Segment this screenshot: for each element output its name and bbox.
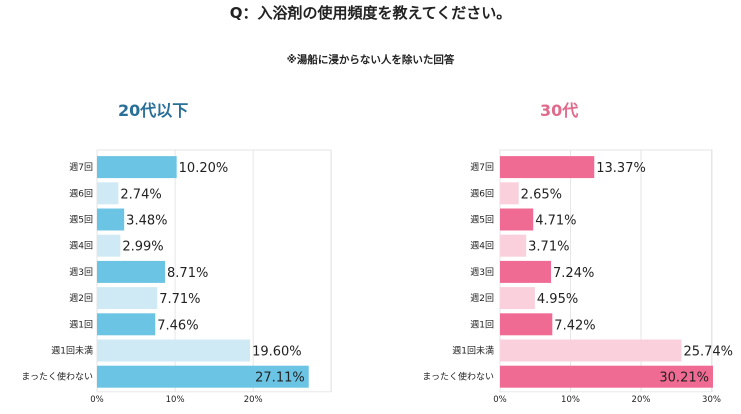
bar [500,234,527,257]
category-label: 週1回 [470,319,494,330]
bar [500,287,535,310]
x-tick-label: 20% [244,395,263,405]
x-tick-label: 0% [90,395,104,405]
category-label: 週7回 [470,162,494,173]
data-label: 7.42% [554,318,595,333]
bar [97,208,125,231]
category-label: 週2回 [69,293,93,304]
bar [97,234,121,257]
category-label: 週4回 [69,241,93,252]
category-label: 週6回 [69,188,93,199]
category-label: 週5回 [470,215,494,226]
x-tick-label: 30% [702,395,721,405]
bar [500,313,553,336]
data-label: 3.48% [126,214,167,229]
data-label: 7.71% [159,292,200,307]
category-label: 週4回 [470,241,494,252]
bar [500,339,682,362]
data-label: 13.37% [596,161,646,176]
category-label: 週1回未満 [51,345,93,357]
x-tick-label: 10% [166,395,185,405]
data-label: 2.74% [120,187,161,202]
bar [97,260,166,283]
x-tick-label: 20% [632,395,651,405]
x-tick-label: 10% [561,395,580,405]
category-label: 週7回 [69,162,93,173]
chart-title-left: 20代以下 [118,101,189,120]
data-label: 30.21% [659,371,709,386]
question-title: Q：入浴剤の使用頻度を教えてください。 [229,4,512,22]
category-label: 週5回 [69,215,93,226]
chart-title-right: 30代 [540,101,579,120]
bar [97,313,156,336]
note-text: ※湯船に浸からない人を除いた回答 [286,54,455,66]
data-label: 2.65% [521,187,562,202]
data-label: 7.24% [553,266,594,281]
category-label: 週3回 [69,267,93,278]
bar [97,287,158,310]
bar [500,156,595,179]
bar [97,156,177,179]
data-label: 4.71% [535,214,576,229]
bar [500,182,519,205]
bar [97,182,119,205]
bar [500,208,534,231]
category-label: 週6回 [470,188,494,199]
data-label: 25.74% [683,345,733,360]
data-label: 3.71% [528,240,569,255]
data-label: 7.46% [157,318,198,333]
bar [500,365,713,388]
category-label: 週2回 [470,293,494,304]
category-label: 週3回 [470,267,494,278]
category-label: まったく使わない [422,371,494,383]
x-tick-label: 0% [493,395,507,405]
data-label: 4.95% [537,292,578,307]
data-label: 8.71% [167,266,208,281]
category-label: 週1回 [69,319,93,330]
bar [97,339,251,362]
category-label: まったく使わない [21,371,93,383]
bar [97,365,309,388]
data-label: 2.99% [122,240,163,255]
data-label: 27.11% [255,371,305,386]
category-label: 週1回未満 [452,345,494,357]
data-label: 10.20% [179,161,229,176]
bar [500,260,552,283]
data-label: 19.60% [252,345,302,360]
